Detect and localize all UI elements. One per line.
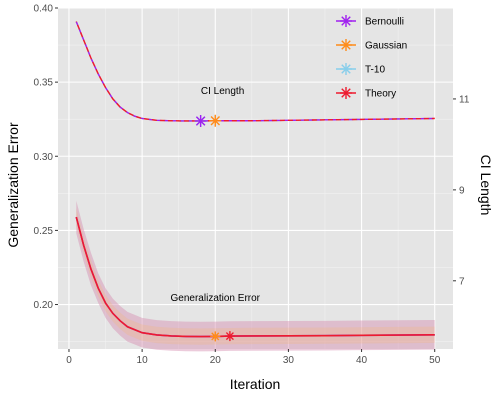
legend-label: Gaussian [365,41,407,52]
annotation-label: Generalization Error [171,293,261,304]
legend-swatch-marker [340,87,352,99]
x-tick-label: 30 [283,355,295,366]
ci-length-marker-bernoulli-stroke [195,116,206,126]
ci-length-line-theory [75,21,435,122]
legend-swatch-marker-stroke [341,16,351,26]
y2-tick-label: 11 [459,94,470,105]
y-axis-label: Generalization Error [5,122,21,248]
ci-length-marker-gaussian [209,114,222,127]
y-tick-label: 0.30 [34,152,54,163]
x-axis-label: Iteration [230,376,281,392]
legend: Bernoulli Gaussian T-10 Theory [336,15,407,100]
y2-tick-label: 9 [459,185,465,196]
y-tick-label: 0.35 [34,78,54,89]
legend-swatch-marker [340,63,352,75]
x-tick-label: 0 [66,355,72,366]
generalization-error-inner-band [76,208,435,345]
x-tick-label: 50 [429,355,441,366]
major-gridlines [58,7,453,349]
legend-item-theory: Theory [336,87,396,100]
y-tick-label: 0.25 [34,226,54,237]
legend-label: Bernoulli [365,17,404,28]
legend-item-bernoulli: Bernoulli [336,15,404,28]
minor-gridlines [58,8,453,349]
confidence-band-layer [76,200,435,352]
generalization-error-marker-theory [224,331,235,342]
legend-swatch-marker [340,39,352,51]
annotation-layer: CI Length Generalization Error [171,86,261,304]
generalization-error-marker-gaussian [210,331,221,342]
legend-item-gaussian: Gaussian [336,39,407,52]
panel-background [58,8,453,349]
legend-swatch-marker-stroke [341,40,351,50]
generalization-error-line-theory [75,216,435,338]
legend-label: T-10 [365,65,385,76]
series-lines-layer [75,21,435,338]
legend-label: Theory [365,89,396,100]
legend-item-t-10: T-10 [336,63,385,76]
legend-swatch-marker [340,15,352,27]
series-markers-layer [194,114,235,342]
x-axis-ticks: 0 10 20 30 40 50 [66,349,441,366]
y2-axis-label: CI Length [478,155,494,216]
legend-swatch-marker-stroke [341,64,351,74]
x-tick-label: 20 [210,355,222,366]
y-tick-label: 0.40 [34,4,54,15]
y2-axis-ticks: 7 9 11 [453,94,470,287]
ci-length-marker-gaussian-stroke [210,116,221,126]
generalization-error-marker-gaussian-stroke [211,332,220,341]
y-tick-label: 0.20 [34,300,54,311]
ci-length-marker-bernoulli [194,114,207,127]
legend-swatch-marker-stroke [341,88,351,98]
x-tick-label: 10 [137,355,149,366]
y-axis-ticks: 0.20 0.25 0.30 0.35 0.40 [34,4,58,311]
x-tick-label: 40 [356,355,368,366]
y2-tick-label: 7 [459,276,465,287]
generalization-error-ci-band [76,200,435,352]
annotation-label: CI Length [201,86,244,97]
generalization-error-marker-theory-stroke [225,332,234,341]
